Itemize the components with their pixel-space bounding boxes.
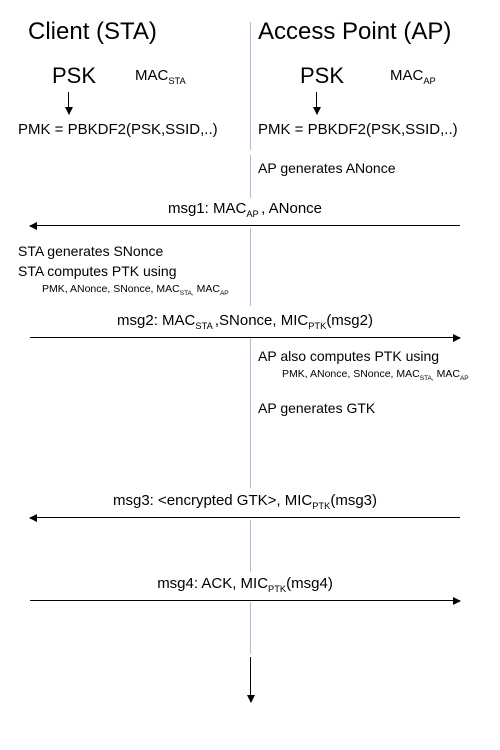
right-mac: MACAP	[390, 67, 436, 86]
left-mac: MACSTA	[135, 67, 186, 86]
right-pmk: PMK = PBKDF2(PSK,SSID,..)	[258, 121, 458, 138]
handshake-diagram: Client (STA) Access Point (AP) PSK MACST…	[0, 0, 500, 750]
down-arrow-right-psk	[316, 92, 317, 114]
divider-seg-4	[250, 338, 251, 488]
msg2-text: msg2: MACSTA ,SNonce, MICPTK(msg2)	[30, 312, 460, 331]
client-title: Client (STA)	[28, 18, 157, 46]
sta-ptk-args: PMK, ANonce, SNonce, MACSTA, MACAP	[42, 283, 229, 297]
end-down-arrow	[250, 657, 251, 702]
divider-seg-3	[250, 228, 251, 306]
msg4-arrow	[30, 600, 460, 601]
ap-gen-anonce: AP generates ANonce	[258, 160, 396, 176]
msg2-arrow	[30, 337, 460, 338]
ap-ptk: AP also computes PTK using	[258, 348, 439, 364]
down-arrow-left-psk	[68, 92, 69, 114]
msg4-text: msg4: ACK, MICPTK(msg4)	[30, 575, 460, 594]
divider-seg-2	[250, 155, 251, 198]
ap-gtk: AP generates GTK	[258, 400, 375, 416]
right-psk: PSK	[300, 63, 344, 89]
msg3-text: msg3: <encrypted GTK>, MICPTK(msg3)	[30, 492, 460, 511]
ap-ptk-args: PMK, ANonce, SNonce, MACSTA, MACAP	[282, 368, 469, 382]
sta-snonce: STA generates SNonce	[18, 243, 163, 259]
divider-seg-5	[250, 520, 251, 572]
msg3-arrow	[30, 517, 460, 518]
divider-seg-6	[250, 602, 251, 654]
left-psk: PSK	[52, 63, 96, 89]
msg1-arrow	[30, 225, 460, 226]
sta-ptk: STA computes PTK using	[18, 263, 176, 279]
ap-title: Access Point (AP)	[258, 18, 451, 46]
left-pmk: PMK = PBKDF2(PSK,SSID,..)	[18, 121, 218, 138]
divider-seg-1	[250, 22, 251, 150]
msg1-text: msg1: MACAP , ANonce	[30, 200, 460, 219]
